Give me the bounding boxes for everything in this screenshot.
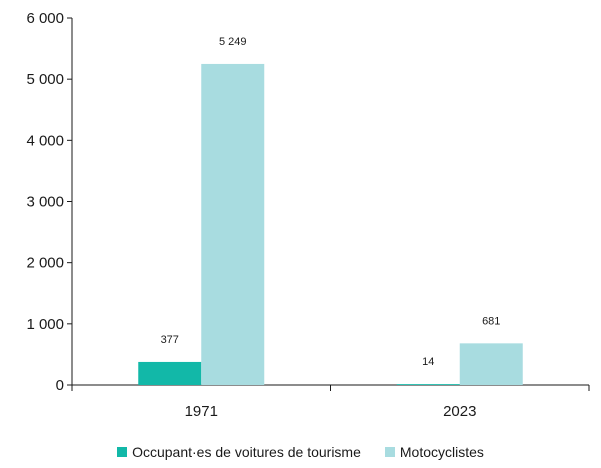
legend-item-motorcyclists: Motocyclistes [384, 444, 484, 460]
bar-value-label: 681 [482, 315, 500, 327]
bar-1-1971 [201, 63, 265, 386]
y-tick-label: 6 000 [26, 10, 64, 27]
y-tick-label: 5 000 [26, 71, 64, 88]
bar-0-2023 [396, 384, 460, 385]
y-tick-label: 1 000 [26, 316, 64, 333]
legend-label-cars: Occupant·es de voitures de tourisme [132, 444, 361, 460]
bar-value-labels: 377 5 249 14 681 [161, 36, 501, 368]
y-tick-label: 2 000 [26, 255, 64, 272]
bar-value-label: 5 249 [219, 36, 247, 48]
bars [138, 63, 523, 386]
y-axis: 0 1 000 2 000 3 000 4 000 5 000 6 000 [26, 10, 73, 394]
legend-item-cars: Occupant·es de voitures de tourisme [117, 444, 361, 460]
bar-value-label: 377 [161, 334, 179, 346]
y-tick-label: 4 000 [26, 132, 64, 149]
legend-label-motorcyclists: Motocyclistes [399, 444, 484, 460]
y-tick-label: 0 [56, 377, 64, 394]
bar-0-1971 [138, 361, 202, 385]
bar-value-label: 14 [422, 356, 434, 368]
x-tick-label: 2023 [443, 403, 476, 420]
x-axis: 1971 2023 [71, 384, 590, 420]
legend: Occupant·es de voitures de tourisme Moto… [0, 444, 601, 460]
bar-1-2023 [459, 343, 523, 385]
legend-swatch-motorcyclists [384, 447, 395, 457]
y-tick-label: 3 000 [26, 194, 64, 211]
legend-swatch-cars [117, 447, 128, 457]
x-tick-label: 1971 [185, 403, 218, 420]
